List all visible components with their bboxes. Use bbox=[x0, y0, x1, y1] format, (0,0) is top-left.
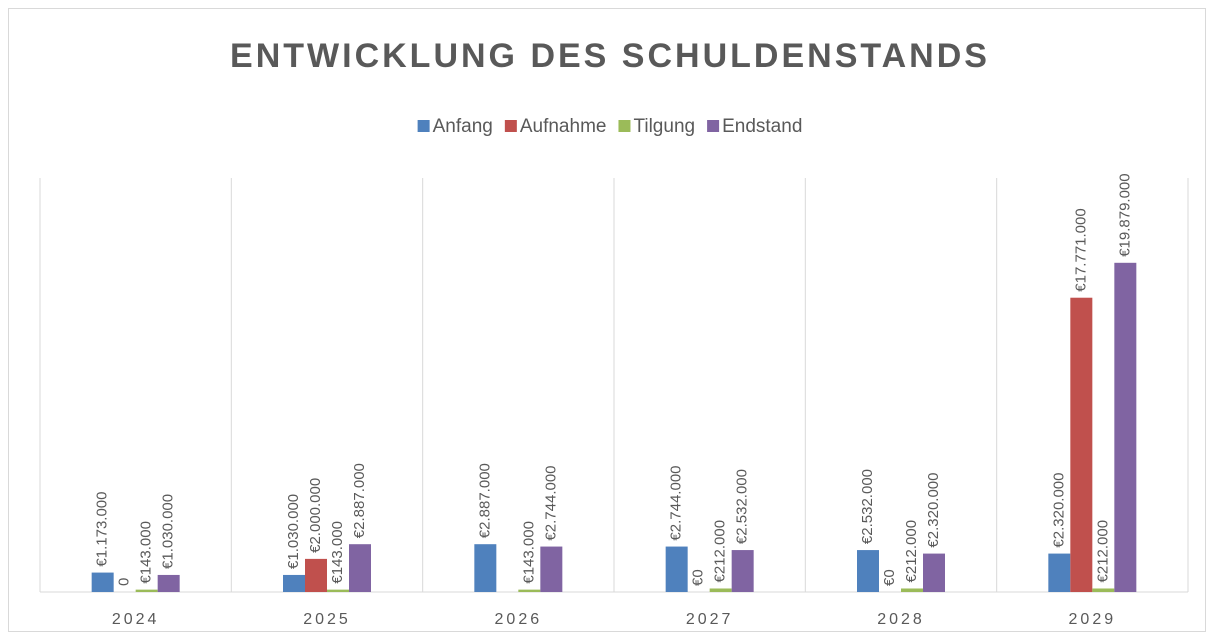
bar bbox=[923, 553, 945, 592]
value-label: €212.000 bbox=[1094, 520, 1111, 583]
value-label: €17.771.000 bbox=[1072, 208, 1089, 291]
value-label: €0 bbox=[690, 569, 707, 586]
value-label: €2.887.000 bbox=[351, 463, 368, 538]
legend-swatch bbox=[618, 120, 631, 132]
bar bbox=[305, 558, 327, 592]
legend-swatch bbox=[707, 120, 720, 132]
value-label: 0 bbox=[116, 578, 133, 586]
x-tick-label: 2026 bbox=[495, 611, 543, 628]
value-label: €212.000 bbox=[903, 520, 920, 583]
bar bbox=[857, 550, 879, 592]
x-tick-label: 2029 bbox=[1069, 611, 1117, 628]
value-label: €143.000 bbox=[520, 521, 537, 584]
value-label: €2.320.000 bbox=[925, 473, 942, 548]
legend-label: Tilgung bbox=[633, 116, 695, 137]
bar bbox=[474, 544, 497, 592]
value-label: €2.744.000 bbox=[668, 465, 685, 540]
value-label: €1.173.000 bbox=[94, 491, 111, 566]
value-label: €212.000 bbox=[712, 520, 729, 583]
x-tick-label: 2028 bbox=[877, 611, 925, 628]
x-tick-label: 2024 bbox=[112, 611, 160, 628]
bar bbox=[327, 589, 349, 592]
bar bbox=[1048, 553, 1071, 592]
value-label: €2.532.000 bbox=[859, 469, 876, 544]
value-label: €0 bbox=[881, 569, 898, 586]
bar bbox=[518, 589, 541, 592]
bar bbox=[157, 574, 180, 592]
value-label: €2.532.000 bbox=[734, 469, 751, 544]
chart-title: ENTWICKLUNG DES SCHULDENSTANDS bbox=[230, 37, 990, 75]
chart-border bbox=[8, 8, 1206, 632]
value-label: €143.000 bbox=[329, 521, 346, 584]
bar bbox=[349, 544, 371, 592]
bar bbox=[91, 572, 114, 592]
bar bbox=[709, 588, 732, 592]
value-label: €143.000 bbox=[138, 521, 155, 584]
bar bbox=[665, 546, 688, 592]
x-tick-label: 2025 bbox=[303, 611, 351, 628]
value-label: €1.030.000 bbox=[160, 494, 177, 569]
bar bbox=[1092, 588, 1115, 592]
bar bbox=[283, 574, 305, 592]
bar bbox=[731, 550, 754, 592]
legend-label: Anfang bbox=[433, 116, 493, 137]
value-label: €19.879.000 bbox=[1116, 173, 1133, 256]
value-label: €2.000.000 bbox=[307, 478, 324, 553]
legend-label: Endstand bbox=[722, 116, 802, 137]
bar bbox=[1114, 262, 1137, 592]
legend-swatch bbox=[417, 120, 430, 132]
x-tick-label: 2027 bbox=[686, 611, 734, 628]
legend-swatch bbox=[504, 120, 517, 132]
bar bbox=[135, 589, 158, 592]
legend-label: Aufnahme bbox=[520, 116, 607, 137]
bar bbox=[1070, 297, 1093, 592]
value-label: €2.744.000 bbox=[542, 465, 559, 540]
value-label: €2.887.000 bbox=[476, 463, 493, 538]
legend: Anfang Aufnahme Tilgung Endstand bbox=[417, 116, 802, 137]
bar bbox=[540, 546, 563, 592]
value-label: €1.030.000 bbox=[285, 494, 302, 569]
bar bbox=[901, 588, 923, 592]
value-label: €2.320.000 bbox=[1050, 473, 1067, 548]
